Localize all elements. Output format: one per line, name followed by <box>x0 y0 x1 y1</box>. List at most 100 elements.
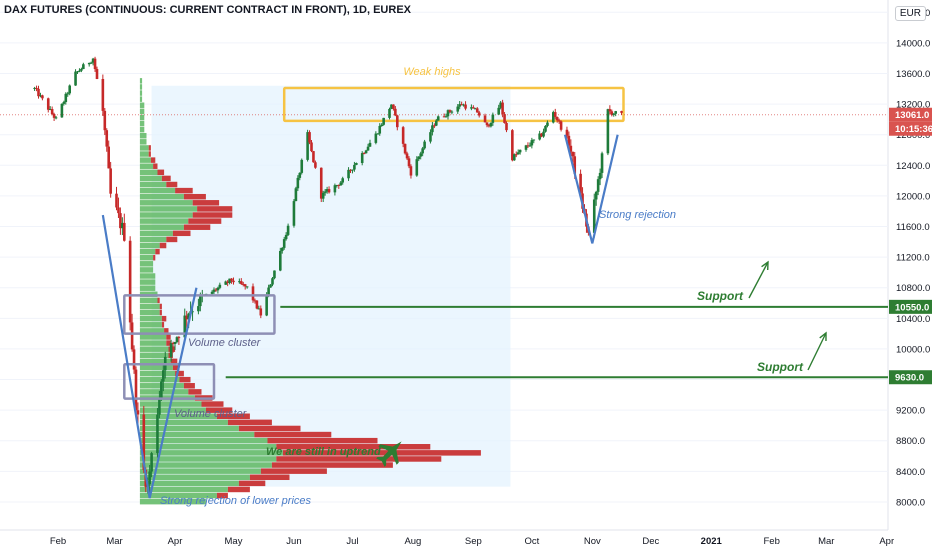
time-tick-label: Mar <box>106 536 122 547</box>
candle-up <box>528 145 532 147</box>
candle-up <box>68 85 71 94</box>
candle-up <box>148 471 151 485</box>
volume-bar-up <box>139 151 149 157</box>
candle-up <box>513 154 516 161</box>
candle-down <box>540 133 543 137</box>
candle-down <box>362 153 366 155</box>
candle-up <box>173 341 177 344</box>
volume-bar-down <box>183 224 211 230</box>
candle-down <box>485 122 489 126</box>
volume-cluster-lower-label: Volume cluster <box>174 408 248 420</box>
candle-down <box>134 369 138 411</box>
candle-up <box>218 284 222 288</box>
candle-up <box>612 113 616 115</box>
volume-bar-up <box>139 84 143 90</box>
price-tick-label: 8400.0 <box>896 467 925 478</box>
candle-up <box>76 71 79 73</box>
volume-cluster-box-upper <box>123 294 276 335</box>
candle-down <box>95 69 99 79</box>
time-tick-label: Aug <box>404 536 421 547</box>
candle-down <box>464 104 467 109</box>
price-tick-label: 8000.0 <box>896 497 925 508</box>
candle-down <box>433 125 436 127</box>
volume-bar-up <box>139 444 277 450</box>
candle-up <box>199 295 202 307</box>
time-tick-label: Dec <box>642 536 659 547</box>
volume-bar-down <box>155 248 160 255</box>
candle-down <box>349 169 352 171</box>
support-high-badge-bg <box>889 299 932 314</box>
candle-down <box>128 240 132 323</box>
volume-bar-down <box>238 480 266 487</box>
volume-bar-up <box>139 193 184 200</box>
candle-up <box>191 311 194 313</box>
volume-bar-up <box>139 340 167 346</box>
volume-bar-down <box>157 169 165 176</box>
candle-up <box>162 370 165 382</box>
candle-up <box>238 281 241 283</box>
price-tick-label: 9200.0 <box>896 406 925 417</box>
candle-down <box>394 108 397 116</box>
volume-bar-up <box>139 309 160 316</box>
volume-bar-up <box>139 352 169 359</box>
volume-bar-down <box>159 303 162 310</box>
candle-up <box>474 108 477 110</box>
candle-up <box>351 169 354 171</box>
candle-up <box>323 191 327 193</box>
candle-up <box>542 131 545 137</box>
countdown-badge-bg <box>889 121 932 136</box>
candle-up <box>298 172 302 178</box>
candle-up <box>80 69 83 71</box>
candle-down <box>526 145 530 147</box>
volume-bar-up <box>139 450 283 456</box>
candle-down <box>115 193 118 208</box>
volume-bar-down <box>148 151 151 157</box>
candle-up <box>74 71 77 86</box>
candle-down <box>569 145 573 152</box>
volume-bar-down <box>216 413 250 420</box>
candle-up <box>380 124 383 126</box>
volume-bar-up <box>139 346 169 352</box>
candle-up <box>435 120 438 126</box>
candle-down <box>241 283 245 285</box>
volume-bar-up <box>139 230 173 237</box>
volume-bar-down <box>166 340 171 346</box>
candle-up <box>286 225 290 235</box>
candle-up <box>518 149 522 153</box>
candle-down <box>308 132 311 143</box>
countdown-badge: 10:15:36 <box>895 124 932 135</box>
volume-bar-up <box>139 376 180 383</box>
volume-bar-up <box>139 236 167 243</box>
candle-down <box>310 142 313 152</box>
volume-bar-up <box>139 78 143 84</box>
candle-down <box>259 308 263 316</box>
volume-bar-down <box>166 334 171 340</box>
time-tick-label: Oct <box>524 536 539 547</box>
time-tick-label: May <box>225 536 243 547</box>
candle-up <box>456 106 460 112</box>
candle-up <box>376 133 380 135</box>
volume-bar-up <box>139 462 272 468</box>
candle-down <box>475 108 479 113</box>
currency-button[interactable]: EUR <box>894 6 926 21</box>
candle-up <box>175 337 179 342</box>
candle-up <box>257 308 261 310</box>
time-tick-label: Jun <box>286 536 301 547</box>
candle-up <box>121 222 124 229</box>
volume-bar-down <box>148 145 151 151</box>
support-arrow-lower <box>807 332 827 371</box>
volume-bar-down <box>267 437 378 444</box>
volume-bar-up <box>139 303 160 310</box>
candle-down <box>253 300 257 302</box>
candle-down <box>511 130 514 161</box>
time-tick-label: Apr <box>879 536 894 547</box>
candle-up <box>82 64 85 70</box>
candle-down <box>409 166 413 176</box>
volume-bar-down <box>249 474 290 481</box>
candle-down <box>559 121 563 130</box>
rejection-v-october <box>563 134 619 244</box>
candle-up <box>325 189 329 192</box>
volume-bar-down <box>172 230 191 237</box>
volume-bar-down <box>276 444 431 450</box>
